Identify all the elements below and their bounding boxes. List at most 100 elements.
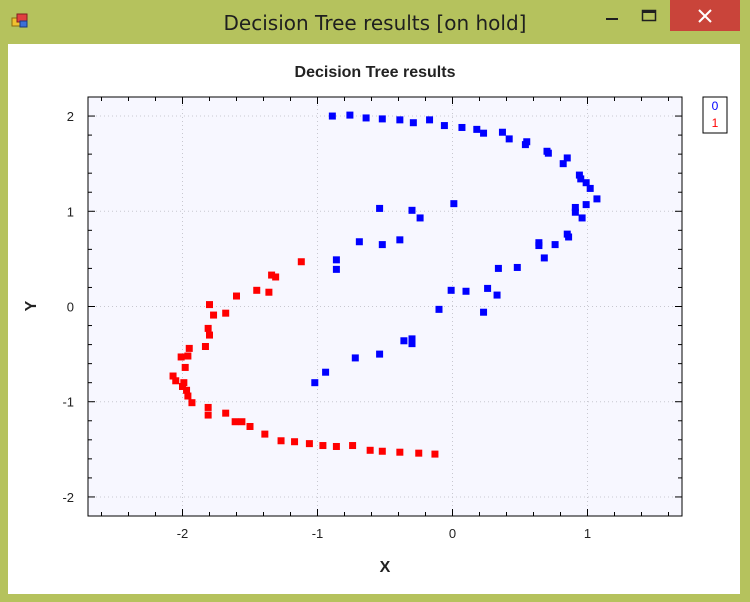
point-series-1-27 (238, 418, 246, 426)
point-series-0-53 (396, 236, 404, 244)
point-series-0-54 (376, 204, 384, 212)
window-title: Decision Tree results [on hold] (223, 11, 527, 35)
point-series-1-8 (210, 311, 218, 319)
close-icon (698, 9, 712, 23)
point-series-1-37 (378, 447, 386, 455)
legend[interactable]: 0 1 (702, 96, 728, 134)
y-tick-label-1: -1 (62, 395, 74, 410)
app-icon[interactable] (11, 12, 29, 30)
point-series-1-25 (222, 409, 230, 417)
point-series-0-50 (332, 256, 340, 264)
point-series-0-21 (582, 179, 590, 187)
point-series-0-4 (396, 116, 404, 124)
point-series-0-23 (593, 195, 601, 203)
point-series-0-2 (362, 114, 370, 122)
legend-entry-1: 1 (712, 116, 719, 130)
point-series-0-16 (544, 149, 552, 157)
point-series-1-22 (188, 399, 196, 407)
point-series-0-11 (498, 128, 506, 136)
point-series-0-24 (582, 201, 590, 209)
point-series-0-9 (473, 125, 481, 133)
maximize-button[interactable] (632, 0, 666, 31)
x-tick-label-1: -1 (312, 526, 324, 541)
point-series-1-40 (431, 450, 439, 458)
point-series-1-24 (204, 411, 212, 419)
point-series-1-7 (222, 309, 230, 317)
point-series-1-6 (206, 301, 213, 309)
point-series-1-1 (268, 271, 276, 279)
point-series-0-1 (346, 111, 354, 119)
point-series-0-17 (559, 160, 567, 168)
maximize-icon (641, 9, 657, 22)
point-series-0-5 (409, 119, 417, 127)
point-series-0-45 (376, 350, 384, 358)
close-button[interactable] (670, 0, 740, 31)
point-series-0-41 (435, 305, 443, 313)
point-series-0-0 (328, 112, 336, 120)
point-series-1-30 (277, 437, 285, 445)
point-series-1-38 (396, 448, 404, 456)
point-series-0-12 (505, 135, 513, 143)
point-series-0-33 (540, 254, 548, 262)
point-series-0-46 (351, 354, 359, 362)
point-series-0-35 (494, 264, 502, 272)
point-series-0-14 (523, 138, 531, 146)
point-series-0-56 (416, 214, 424, 222)
point-series-1-36 (366, 446, 374, 454)
point-series-1-21 (184, 392, 192, 400)
data-points (169, 111, 601, 458)
point-series-1-35 (349, 442, 357, 450)
point-series-1-3 (253, 286, 261, 294)
legend-box (702, 96, 728, 134)
point-series-1-39 (415, 449, 423, 457)
title-bar[interactable]: Decision Tree results [on hold] (0, 0, 750, 44)
point-series-1-18 (180, 379, 188, 387)
point-series-1-11 (201, 342, 209, 350)
point-series-1-5 (233, 292, 240, 300)
point-series-0-10 (480, 129, 488, 137)
point-series-0-38 (462, 287, 470, 295)
point-series-0-7 (440, 122, 448, 130)
point-series-1-26 (231, 418, 239, 426)
point-series-1-15 (181, 363, 189, 371)
point-series-0-42 (408, 335, 416, 343)
point-series-1-32 (305, 440, 313, 448)
point-series-0-19 (575, 171, 583, 179)
minimize-button[interactable] (595, 0, 629, 31)
y-tick-label-4: 2 (67, 109, 74, 124)
point-series-0-27 (578, 214, 586, 222)
point-series-0-44 (400, 337, 408, 345)
y-tick-label-2: 0 (67, 300, 74, 315)
y-tick-label-0: -2 (62, 490, 74, 505)
axis-ticks (88, 96, 682, 517)
point-series-0-57 (450, 200, 458, 208)
point-series-0-47 (322, 368, 330, 376)
tick-labels: -2 -1 0 1 -2 -1 0 1 2 (62, 109, 591, 541)
point-series-1-19 (179, 382, 186, 390)
x-axis-label: X (380, 559, 391, 576)
point-series-0-34 (513, 263, 521, 271)
chart-title: Decision Tree results (295, 64, 456, 81)
point-series-1-20 (183, 386, 191, 394)
point-series-1-28 (246, 422, 254, 430)
point-series-1-14 (177, 353, 185, 361)
x-tick-label-0: -2 (177, 526, 189, 541)
minimize-icon (606, 18, 618, 20)
point-series-1-0 (297, 258, 305, 266)
point-series-1-16 (169, 372, 177, 380)
x-tick-label-3: 1 (584, 526, 591, 541)
point-series-1-13 (184, 352, 192, 360)
point-series-1-29 (261, 430, 269, 438)
point-series-0-30 (551, 241, 559, 249)
point-series-0-40 (480, 308, 488, 316)
y-tick-label-3: 1 (67, 204, 74, 219)
point-series-1-23 (204, 403, 212, 411)
point-series-0-8 (458, 123, 466, 131)
point-series-0-18 (563, 154, 571, 162)
point-series-0-20 (577, 175, 585, 183)
point-series-0-22 (586, 184, 594, 192)
point-series-1-33 (319, 442, 327, 450)
point-series-1-2 (272, 273, 280, 281)
